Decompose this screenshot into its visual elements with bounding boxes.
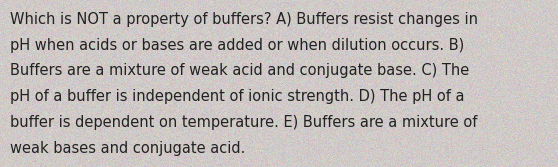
Text: pH of a buffer is independent of ionic strength. D) The pH of a: pH of a buffer is independent of ionic s… (10, 89, 465, 104)
Text: pH when acids or bases are added or when dilution occurs. B): pH when acids or bases are added or when… (10, 38, 464, 53)
Text: weak bases and conjugate acid.: weak bases and conjugate acid. (10, 141, 246, 156)
Text: Which is NOT a property of buffers? A) Buffers resist changes in: Which is NOT a property of buffers? A) B… (10, 12, 478, 27)
Text: buffer is dependent on temperature. E) Buffers are a mixture of: buffer is dependent on temperature. E) B… (10, 115, 478, 130)
Text: Buffers are a mixture of weak acid and conjugate base. C) The: Buffers are a mixture of weak acid and c… (10, 63, 469, 78)
